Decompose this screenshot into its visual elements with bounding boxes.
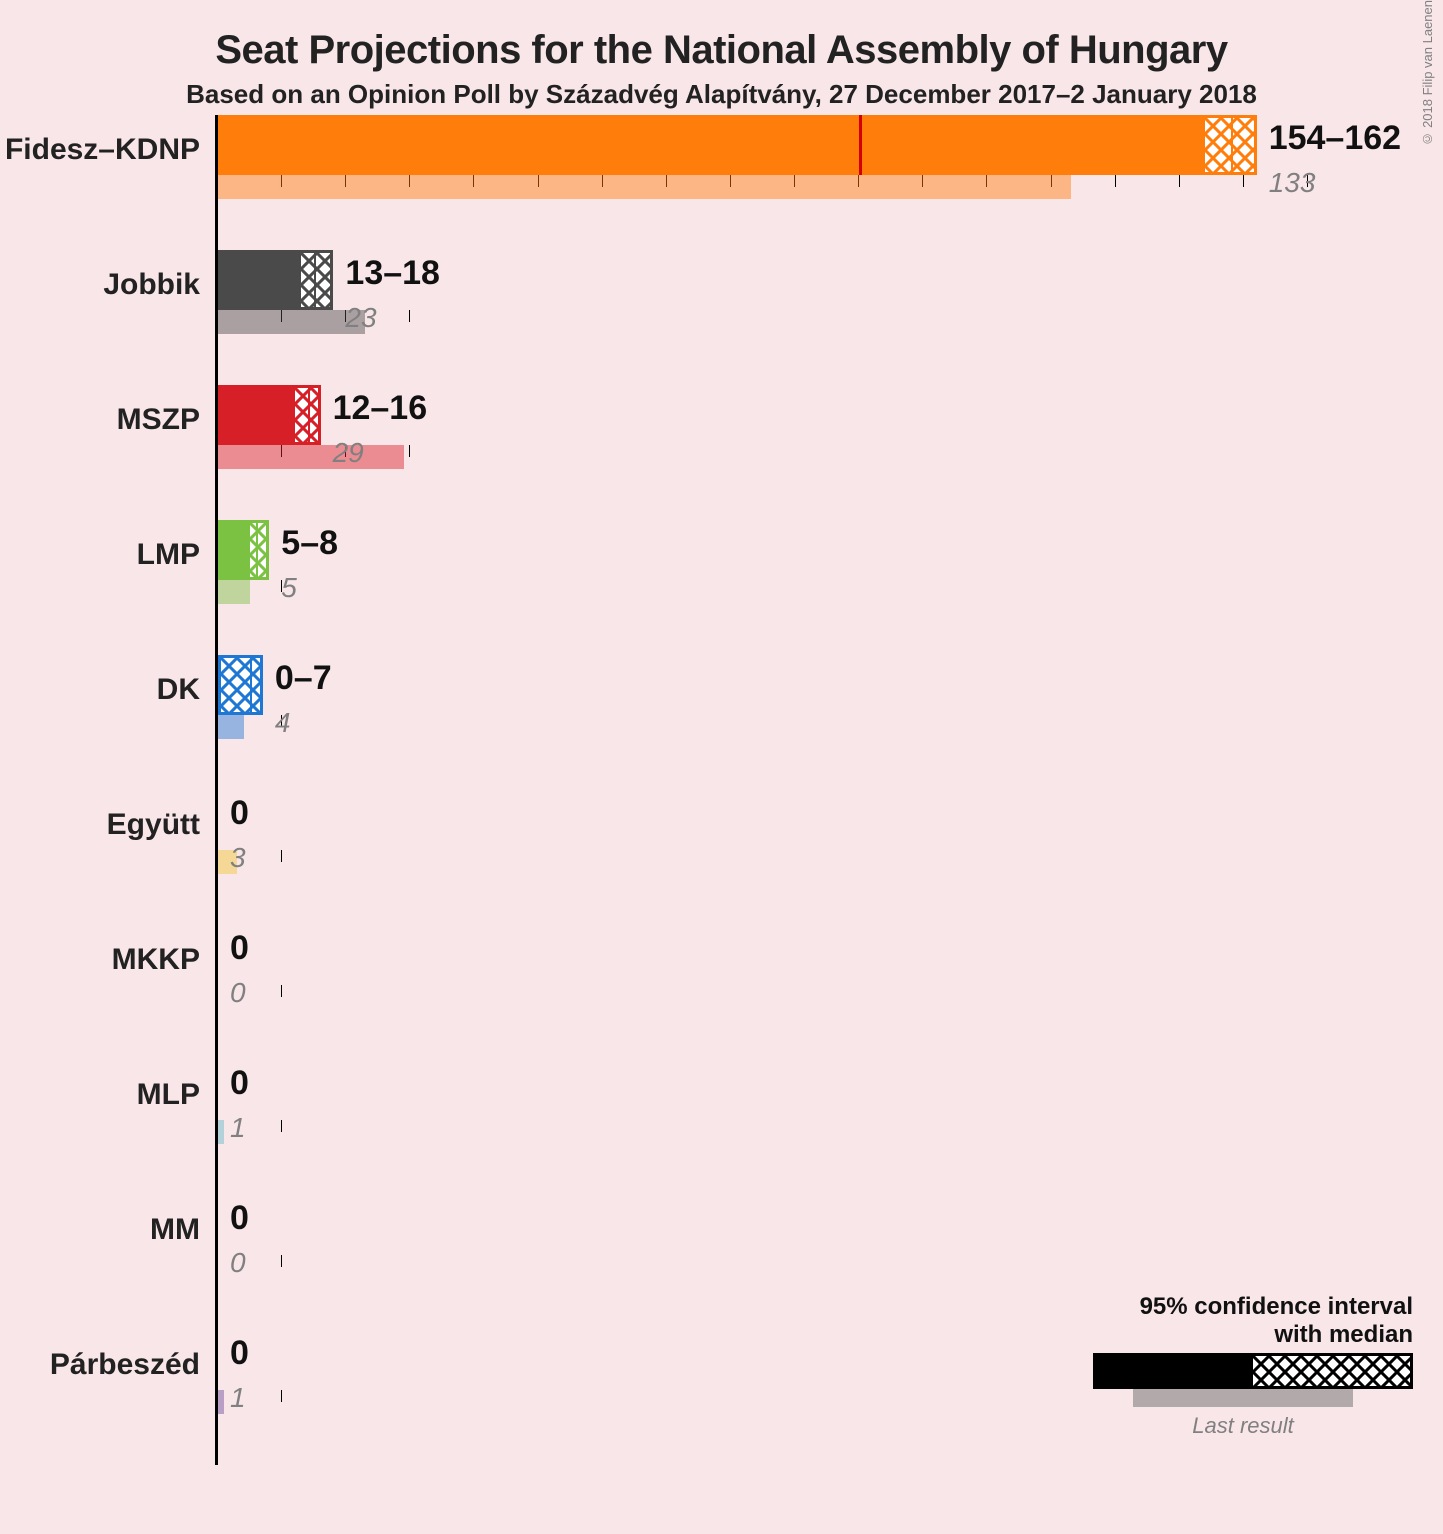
bar-low <box>218 115 1205 175</box>
tick <box>281 1255 282 1267</box>
bar-median <box>308 385 310 445</box>
last-value-label: 1 <box>230 1382 246 1414</box>
legend-line2: with median <box>1073 1321 1413 1349</box>
last-value-label: 4 <box>275 707 291 739</box>
party-row: Fidesz–KDNP154–162133 <box>215 115 1415 250</box>
bar-low <box>218 520 250 580</box>
tick <box>409 445 410 457</box>
party-row: MSZP12–1629 <box>215 385 1415 520</box>
last-value-label: 0 <box>230 1247 246 1279</box>
party-label: Jobbik <box>103 268 200 302</box>
legend-line1: 95% confidence interval <box>1073 1293 1413 1321</box>
bar-last <box>218 715 244 739</box>
majority-marker <box>859 115 862 175</box>
bar-median <box>256 520 258 580</box>
value-label: 0 <box>230 1334 249 1373</box>
party-label: MM <box>150 1213 200 1247</box>
party-label: LMP <box>137 538 200 572</box>
party-row: MLP01 <box>215 1060 1415 1195</box>
party-row: Jobbik13–1823 <box>215 250 1415 385</box>
tick <box>281 985 282 997</box>
last-value-label: 133 <box>1269 167 1316 199</box>
chart-title: Seat Projections for the National Assemb… <box>0 0 1443 73</box>
party-row: Együtt03 <box>215 790 1415 925</box>
tick <box>409 310 410 322</box>
last-value-label: 3 <box>230 842 246 874</box>
last-value-label: 29 <box>333 437 364 469</box>
legend-last-label: Last result <box>1073 1413 1413 1439</box>
party-label: Párbeszéd <box>50 1348 200 1382</box>
legend: 95% confidence interval with median Last… <box>1073 1293 1413 1439</box>
value-label: 0–7 <box>275 659 332 698</box>
bar-last <box>218 445 404 469</box>
bar-last <box>218 1390 224 1414</box>
party-label: MKKP <box>112 943 200 977</box>
party-label: DK <box>157 673 200 707</box>
last-value-label: 0 <box>230 977 246 1009</box>
party-label: MLP <box>137 1078 200 1112</box>
bar-last <box>218 580 250 604</box>
bar-interval <box>250 520 269 580</box>
bar-low <box>218 250 301 310</box>
bar-last <box>218 310 365 334</box>
value-label: 154–162 <box>1269 119 1401 158</box>
legend-bar-hatch <box>1253 1353 1413 1389</box>
party-row: LMP5–85 <box>215 520 1415 655</box>
party-label: Együtt <box>107 808 200 842</box>
chart-subtitle: Based on an Opinion Poll by Századvég Al… <box>0 79 1443 110</box>
bar-interval <box>301 250 333 310</box>
legend-bar-last <box>1133 1389 1353 1407</box>
value-label: 0 <box>230 929 249 968</box>
tick <box>1243 175 1244 187</box>
value-label: 0 <box>230 1064 249 1103</box>
value-label: 13–18 <box>345 254 440 293</box>
tick <box>281 1120 282 1132</box>
bar-last <box>218 1120 224 1144</box>
tick <box>281 1390 282 1402</box>
party-label: MSZP <box>117 403 200 437</box>
value-label: 5–8 <box>281 524 338 563</box>
party-row: MKKP00 <box>215 925 1415 1060</box>
bar-low <box>218 385 295 445</box>
tick <box>281 850 282 862</box>
bar-last <box>218 175 1071 199</box>
last-value-label: 23 <box>345 302 376 334</box>
copyright-text: © 2018 Filip van Laenen <box>1420 0 1435 147</box>
party-label: Fidesz–KDNP <box>5 133 200 167</box>
value-label: 0 <box>230 794 249 833</box>
party-row: DK0–74 <box>215 655 1415 790</box>
legend-bars <box>1073 1353 1413 1413</box>
value-label: 12–16 <box>333 389 428 428</box>
last-value-label: 1 <box>230 1112 246 1144</box>
bar-median <box>250 655 252 715</box>
tick <box>1179 175 1180 187</box>
value-label: 0 <box>230 1199 249 1238</box>
bar-median <box>1231 115 1233 175</box>
last-value-label: 5 <box>281 572 297 604</box>
bar-median <box>314 250 316 310</box>
bar-interval <box>218 655 263 715</box>
tick <box>1115 175 1116 187</box>
